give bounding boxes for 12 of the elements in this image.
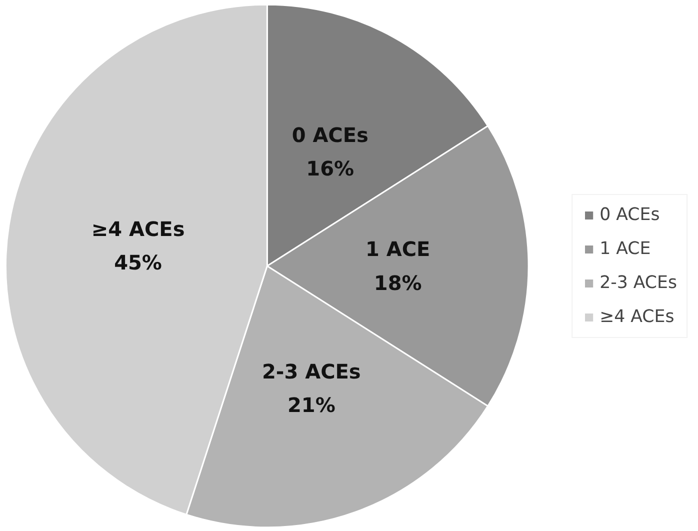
legend-label: 1 ACE [600,238,651,258]
data-label: 45% [114,250,162,274]
slice-label: ≥4 ACEs [91,216,185,241]
data-label: 16% [306,156,354,181]
legend-label: ≥4 ACEs [600,306,674,326]
legend-label: 0 ACEs [600,204,660,224]
legend-label: 2-3 ACEs [600,272,677,292]
data-label: 21% [287,393,336,418]
slice-label: 1 ACE [366,237,430,262]
slice-label: 0 ACEs [292,123,368,148]
slice-label: 2-3 ACEs [262,360,361,384]
data-label: 18% [374,270,422,295]
